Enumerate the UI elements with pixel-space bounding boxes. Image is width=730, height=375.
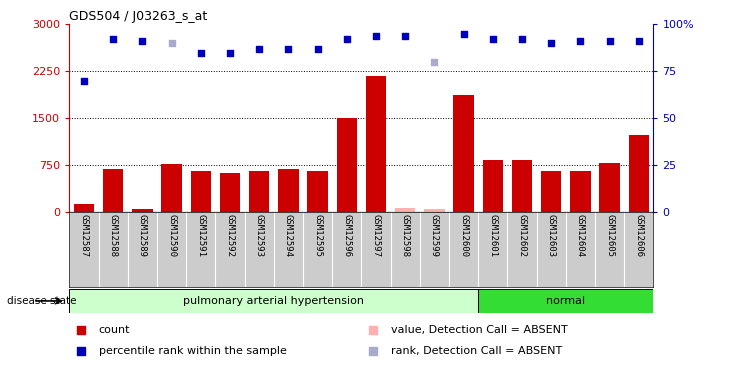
Bar <box>395 208 415 212</box>
Bar <box>541 171 561 212</box>
Bar <box>629 135 649 212</box>
Text: GSM12591: GSM12591 <box>196 214 205 257</box>
Point <box>461 121 473 127</box>
Bar <box>483 160 503 212</box>
Text: GSM12600: GSM12600 <box>459 214 468 257</box>
Bar <box>132 209 153 212</box>
Text: GSM12606: GSM12606 <box>634 214 643 257</box>
Text: disease state: disease state <box>7 296 77 306</box>
Point <box>633 38 645 44</box>
Bar <box>453 95 474 212</box>
Point <box>78 78 90 84</box>
Bar <box>424 209 445 212</box>
Text: GSM12594: GSM12594 <box>284 214 293 257</box>
Text: count: count <box>99 325 130 334</box>
Point <box>224 50 236 55</box>
Point <box>253 46 265 52</box>
Bar <box>74 204 94 212</box>
Point <box>137 38 148 44</box>
Point <box>370 33 382 39</box>
Point <box>575 38 586 44</box>
Text: GSM12587: GSM12587 <box>80 214 88 257</box>
Text: pulmonary arterial hypertension: pulmonary arterial hypertension <box>183 296 364 306</box>
Text: GSM12605: GSM12605 <box>605 214 614 257</box>
Bar <box>249 171 269 212</box>
Bar <box>337 118 357 212</box>
Text: GSM12589: GSM12589 <box>138 214 147 257</box>
Bar <box>191 171 211 212</box>
Text: GSM12601: GSM12601 <box>488 214 497 257</box>
Bar <box>69 289 478 313</box>
Point <box>604 38 615 44</box>
Text: GSM12599: GSM12599 <box>430 214 439 257</box>
Text: GSM12595: GSM12595 <box>313 214 322 257</box>
Text: GSM12588: GSM12588 <box>109 214 118 257</box>
Text: GDS504 / J03263_s_at: GDS504 / J03263_s_at <box>69 10 207 23</box>
Point <box>487 36 499 42</box>
Bar <box>478 289 653 313</box>
Bar <box>307 171 328 212</box>
Text: value, Detection Call = ABSENT: value, Detection Call = ABSENT <box>391 325 567 334</box>
Text: GSM12596: GSM12596 <box>342 214 351 257</box>
Bar <box>161 164 182 212</box>
Bar <box>220 172 240 212</box>
Point <box>429 59 440 65</box>
Text: GSM12604: GSM12604 <box>576 214 585 257</box>
Bar <box>103 170 123 212</box>
Point <box>166 40 177 46</box>
Bar <box>278 170 299 212</box>
Point <box>341 36 353 42</box>
Point <box>107 36 119 42</box>
Text: GSM12603: GSM12603 <box>547 214 556 257</box>
Bar <box>366 76 386 212</box>
Bar <box>512 160 532 212</box>
Point <box>458 31 469 37</box>
Bar <box>570 171 591 212</box>
Point <box>283 46 294 52</box>
Text: GSM12592: GSM12592 <box>226 214 234 257</box>
Text: rank, Detection Call = ABSENT: rank, Detection Call = ABSENT <box>391 346 562 355</box>
Bar <box>599 163 620 212</box>
Text: normal: normal <box>546 296 585 306</box>
Text: GSM12602: GSM12602 <box>518 214 526 257</box>
Point <box>195 50 207 55</box>
Text: GSM12593: GSM12593 <box>255 214 264 257</box>
Point <box>399 33 411 39</box>
Point <box>545 40 557 46</box>
Point <box>516 36 528 42</box>
Text: GSM12590: GSM12590 <box>167 214 176 257</box>
Point <box>312 46 323 52</box>
Text: GSM12598: GSM12598 <box>401 214 410 257</box>
Text: percentile rank within the sample: percentile rank within the sample <box>99 346 286 355</box>
Text: GSM12597: GSM12597 <box>372 214 380 257</box>
